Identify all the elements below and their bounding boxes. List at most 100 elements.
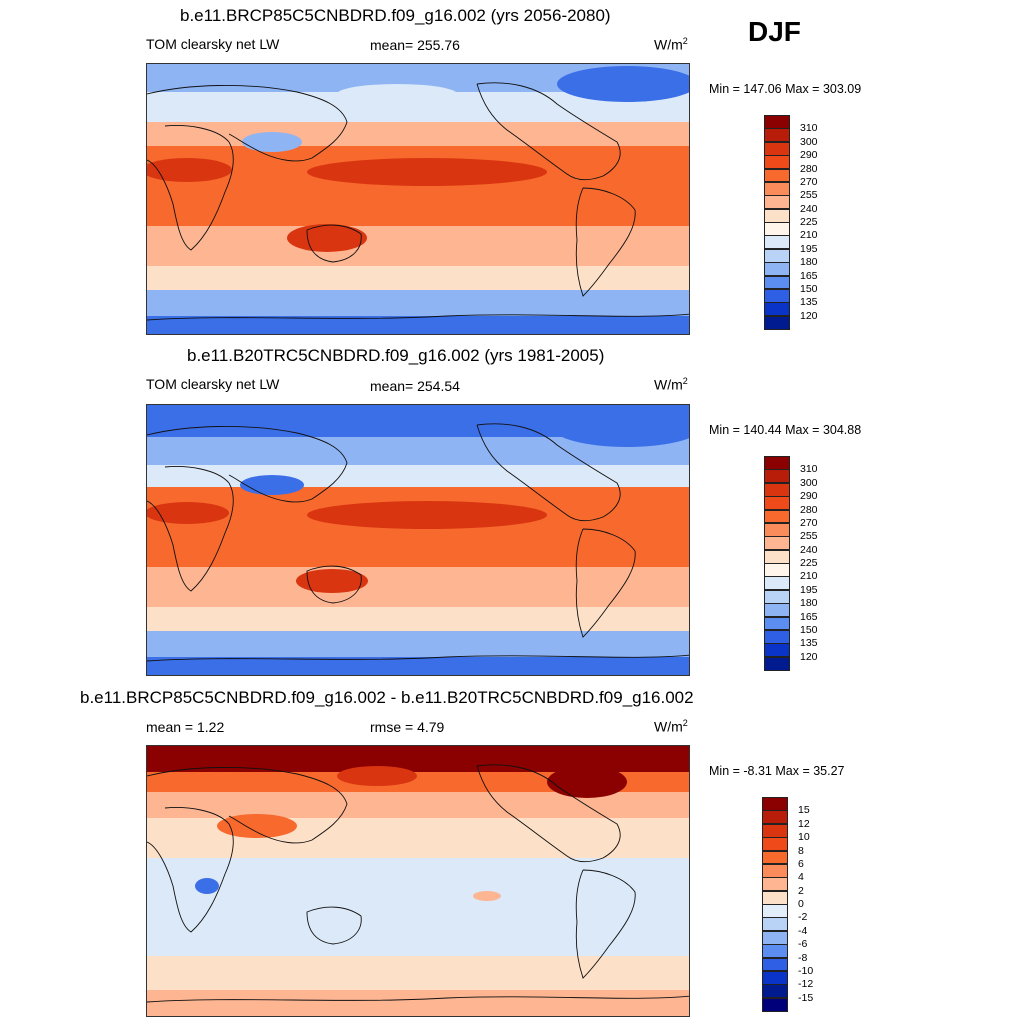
map2-south-midlat-band [147, 607, 689, 631]
map1-coast-australia [306, 224, 362, 263]
colorbar1-swatch [764, 275, 790, 290]
map3-coast-samerica [575, 869, 636, 979]
colorbar1-swatch [764, 128, 790, 143]
map2-coast-eurasia [147, 425, 348, 503]
map3-antarctic-band [147, 990, 689, 1016]
colorbar1-swatch [764, 315, 790, 330]
colorbar2-tick-label: 135 [800, 637, 818, 650]
map2-pacific-max [307, 501, 547, 529]
colorbar1-swatch [764, 235, 790, 250]
colorbar1-tick-label: 255 [800, 189, 818, 202]
panel3-mean-label: mean = 1.22 [146, 719, 225, 735]
colorbar3-tick-label: 8 [798, 844, 804, 857]
colorbar1-tick-label: 225 [800, 216, 818, 228]
colorbar3-swatch [762, 797, 788, 811]
map1-greenland-min [557, 66, 689, 102]
colorbar3-tick-label: 0 [798, 898, 804, 910]
panel2-units: W/m2 [654, 376, 688, 393]
panel3-minmax: Min = -8.31 Max = 35.27 [709, 764, 845, 778]
map1-coast-africa [147, 125, 234, 251]
map1-coast-antarctica [147, 313, 689, 321]
colorbar3-swatch [762, 810, 788, 825]
colorbar1-swatch [764, 195, 790, 210]
panel2-map [146, 404, 690, 676]
colorbar2-tick-label: 280 [800, 503, 818, 516]
map3-siberia-max [337, 766, 417, 786]
map3-coast-namerica [476, 764, 621, 863]
colorbar1-tick-label: 210 [800, 229, 818, 242]
colorbar1-tick-label: 240 [800, 202, 818, 215]
colorbar1-tick-label: 150 [800, 282, 818, 295]
colorbar2-swatch [764, 469, 790, 484]
colorbar3-tick-label: -4 [798, 924, 808, 937]
map3-africa-min [195, 878, 219, 894]
colorbar3-tick-label: 2 [798, 884, 804, 897]
map1-north-subtrop-band [147, 122, 689, 146]
map2-tibet-min [240, 475, 304, 495]
colorbar3-swatch [762, 850, 788, 865]
panel3-rmse-label: rmse = 4.79 [370, 719, 445, 735]
map2-greenland-min [552, 407, 689, 447]
panel1-colorbar: 310 300 290 280 270 255 240 225 210 195 180 165 150 1… [764, 115, 844, 330]
map3-coast-africa [147, 807, 234, 933]
panel2-minmax: Min = 140.44 Max = 304.88 [709, 423, 862, 437]
colorbar1-tick-label: 195 [800, 242, 818, 255]
colorbar1-swatch [764, 115, 790, 129]
colorbar2-swatch [764, 616, 790, 631]
season-label: DJF [748, 16, 801, 47]
colorbar3-tick-label: 10 [798, 831, 810, 844]
map2-coast-australia [306, 565, 362, 604]
map1-southern-ocean-band [147, 290, 689, 316]
colorbar2-tick-label: 150 [800, 623, 818, 636]
colorbar1-swatch [764, 181, 790, 196]
colorbar3-swatch [762, 970, 788, 985]
colorbar1-tick-label: 180 [800, 256, 818, 269]
colorbar3-swatch [762, 904, 788, 918]
colorbar1-tick-label: 290 [800, 149, 818, 162]
map3-south-band [147, 956, 689, 990]
map1-australia-max [287, 224, 367, 252]
map1-pacific-north-min [337, 84, 457, 104]
map1-coast-eurasia [147, 84, 348, 162]
colorbar2-swatch [764, 589, 790, 604]
panel3-map [146, 745, 690, 1017]
colorbar1-swatch [764, 208, 790, 223]
colorbar3-swatch [762, 930, 788, 945]
colorbar3-swatch [762, 957, 788, 972]
colorbar2-swatch [764, 482, 790, 497]
colorbar1-tick-label: 270 [800, 175, 818, 188]
colorbar2-swatch [764, 509, 790, 524]
map1-pacific-max [307, 158, 547, 186]
map3-coast-antarctica [147, 995, 689, 1003]
colorbar2-swatch [764, 522, 790, 537]
panel2-colorbar: 310 300 290 280 270 255 240 225 210 195 180 165 150 1… [764, 456, 844, 671]
map3-arctic-band [147, 746, 689, 772]
colorbar3-tick-label: 15 [798, 804, 810, 817]
panel1-title: b.e11.BRCP85C5CNBDRD.f09_g16.002 (yrs 20… [180, 6, 611, 25]
colorbar2-tick-label: 210 [800, 570, 818, 583]
colorbar2-swatch [764, 603, 790, 617]
colorbar1-swatch [764, 155, 790, 169]
panel3-colorbar: 15 12 10 8 6 4 2 0 -2 -4 -6 -8 -10 -12 -15 [762, 797, 842, 1012]
map1-south-subtrop-band [147, 226, 689, 266]
panel1-minmax: Min = 147.06 Max = 303.09 [709, 82, 862, 96]
map1-sahara-max [147, 158, 232, 182]
colorbar3-tick-label: -10 [798, 964, 814, 977]
colorbar1-swatch [764, 248, 790, 263]
colorbar3-swatch [762, 997, 788, 1012]
panel2-left-label: TOM clearsky net LW [146, 376, 280, 392]
colorbar3-tick-label: -12 [798, 978, 814, 991]
colorbar2-swatch [764, 549, 790, 564]
colorbar3-tick-label: -2 [798, 911, 808, 924]
colorbar2-tick-label: 120 [800, 650, 818, 663]
colorbar1-swatch [764, 222, 790, 236]
colorbar3-swatch [762, 944, 788, 958]
colorbar2-swatch [764, 643, 790, 658]
colorbar2-tick-label: 290 [800, 490, 818, 503]
map1-south-midlat-band [147, 266, 689, 290]
map3-midlat-band [147, 792, 689, 818]
colorbar1-tick-label: 280 [800, 162, 818, 175]
panel1-left-label: TOM clearsky net LW [146, 36, 280, 52]
colorbar2-swatch [764, 456, 790, 470]
map1-antarctic-band [147, 316, 689, 334]
